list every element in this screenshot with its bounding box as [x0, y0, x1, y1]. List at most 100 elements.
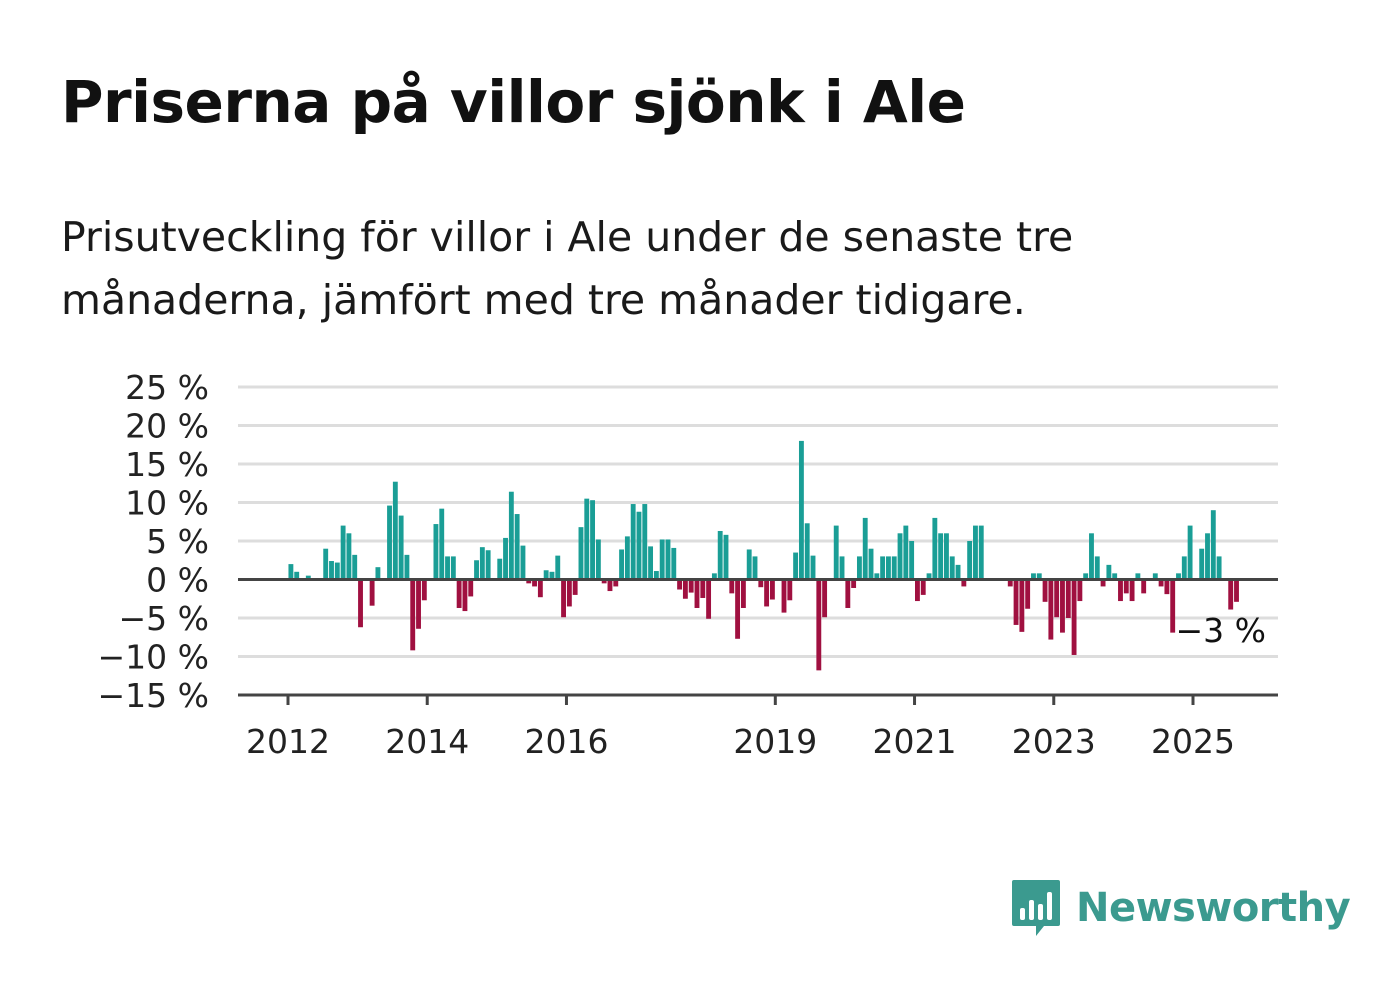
bar [398, 515, 404, 580]
y-tick-label: 10 % [125, 484, 209, 523]
bar [1129, 579, 1135, 602]
bar [346, 533, 352, 580]
x-tick-label: 2012 [246, 722, 330, 761]
bar [961, 579, 967, 587]
bar [886, 556, 891, 580]
bar [967, 541, 973, 580]
bar [891, 556, 897, 580]
bar [642, 504, 648, 580]
axes [238, 578, 1278, 705]
bar [903, 525, 909, 580]
bar [584, 498, 590, 580]
bar [851, 579, 857, 588]
bar [926, 573, 932, 580]
bar [294, 571, 300, 580]
bar [845, 579, 851, 608]
bar [369, 579, 375, 606]
bar [740, 579, 746, 608]
bar [1141, 579, 1147, 594]
bar [433, 524, 439, 580]
y-tick-label: −5 % [119, 599, 210, 638]
y-tick-label: 5 % [146, 522, 209, 561]
x-tick-label: 2023 [1012, 722, 1096, 761]
bar [787, 579, 793, 601]
bar [439, 508, 445, 580]
bar [978, 525, 984, 580]
bar [445, 556, 450, 580]
x-tick-label: 2021 [873, 722, 957, 761]
bar [781, 579, 787, 613]
bar [822, 579, 828, 618]
bar [352, 554, 358, 580]
bar [520, 545, 526, 580]
bar [334, 562, 340, 580]
bar [973, 525, 978, 580]
bar [1060, 579, 1065, 633]
bar [810, 555, 816, 580]
bar [578, 527, 584, 580]
bar [955, 564, 961, 580]
bar [752, 556, 758, 580]
bar [659, 539, 665, 580]
bar [764, 579, 770, 607]
bar [305, 575, 311, 580]
bar [468, 579, 474, 597]
bar [944, 533, 949, 580]
bar [1199, 548, 1205, 580]
bar [416, 579, 421, 629]
bar [711, 573, 717, 580]
bar [613, 579, 619, 587]
bar [682, 579, 688, 599]
bar [856, 556, 862, 580]
bar [503, 537, 508, 580]
y-tick-label: 20 % [125, 407, 209, 446]
bar [532, 579, 537, 587]
bar [555, 555, 561, 580]
x-tick-label: 2014 [385, 722, 469, 761]
bar [1083, 573, 1089, 580]
bar [1234, 579, 1239, 602]
bar [636, 511, 642, 580]
y-tick-label: 15 % [125, 445, 209, 484]
bar [1071, 579, 1077, 655]
bar [1135, 573, 1141, 580]
bar [729, 579, 735, 594]
bar-chart: 25 %20 %15 %10 %5 %0 %−5 %−10 %−15 % 201… [98, 368, 1278, 761]
bar [1054, 579, 1060, 618]
bar [1187, 525, 1193, 580]
x-tick-label: 2025 [1151, 722, 1235, 761]
bar [358, 579, 363, 628]
bar [485, 550, 491, 580]
bar [572, 579, 578, 595]
bar [1152, 573, 1158, 580]
bars [288, 440, 1239, 671]
bar [1106, 564, 1112, 580]
x-tick-label: 2019 [733, 722, 817, 761]
x-tick-label: 2016 [524, 722, 608, 761]
bar [421, 579, 427, 601]
bar [375, 567, 381, 580]
bar [1094, 556, 1100, 580]
bar [1065, 579, 1071, 618]
bar [1112, 573, 1118, 580]
bar [816, 579, 822, 671]
bar [1210, 510, 1216, 580]
y-tick-label: −15 % [98, 676, 210, 715]
bar [1176, 573, 1181, 580]
bar [508, 491, 514, 580]
bar [798, 440, 804, 580]
bar [874, 573, 880, 580]
bar [1025, 579, 1031, 609]
bar [700, 579, 706, 598]
y-tick-label: −10 % [98, 638, 210, 677]
bar [1158, 579, 1164, 587]
bar [474, 560, 479, 580]
bar [717, 530, 723, 580]
chart-title: Priserna på villor sjönk i Ale [61, 68, 966, 136]
bar [619, 549, 625, 580]
bar [688, 579, 694, 593]
bar [462, 579, 468, 612]
bar [1181, 556, 1187, 580]
bar [758, 579, 764, 588]
bar [706, 579, 712, 619]
